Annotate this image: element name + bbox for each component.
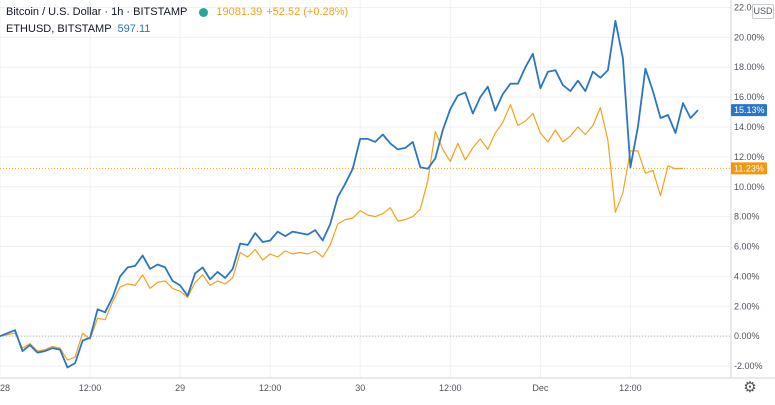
eth-series-line xyxy=(0,103,684,361)
compare-symbol-price: 597.11 xyxy=(117,23,151,35)
y-tick-label: 16.00% xyxy=(734,92,765,102)
x-tick-label: 29 xyxy=(175,383,185,393)
btc-series-line xyxy=(0,19,699,369)
grid-layer xyxy=(0,0,731,378)
eth-last-value-badge xyxy=(731,162,767,175)
last-price: 19081.39 xyxy=(216,6,263,18)
btc-last-value-badge xyxy=(731,104,767,117)
time-axis[interactable]: 28 12:00 29 12:00 30 12:00 Dec 12:00 xyxy=(0,383,642,393)
legend-main-row: Bitcoin / U.S. Dollar · 1h · BITSTAMP 19… xyxy=(6,4,348,20)
x-tick-label: 12:00 xyxy=(439,383,462,393)
price-change: +52.52 (+0.28%) xyxy=(266,6,349,18)
btc-last-value-badge-text: 15.13% xyxy=(734,105,765,115)
y-tick-label: 6.00% xyxy=(734,242,760,252)
x-tick-label: 12:00 xyxy=(79,383,102,393)
gear-icon[interactable]: ⚙ xyxy=(743,379,757,396)
y-tick-label: 2.00% xyxy=(734,301,760,311)
x-tick-label: 12:00 xyxy=(619,383,642,393)
x-tick-label: Dec xyxy=(532,383,549,393)
symbol-title[interactable]: Bitcoin / U.S. Dollar · 1h · BITSTAMP xyxy=(6,6,188,18)
price-axis[interactable]: 22.00% 20.00% 18.00% 16.00% 14.00% 12.00% 10.0… xyxy=(734,2,765,371)
legend-compare-row[interactable]: ETHUSD, BITSTAMP 597.11 xyxy=(6,21,348,37)
series-layer xyxy=(0,19,699,369)
y-tick-label: 8.00% xyxy=(734,212,760,222)
x-tick-label: 28 xyxy=(0,383,10,393)
y-tick-label: 12.00% xyxy=(734,152,765,162)
x-tick-label: 30 xyxy=(355,383,365,393)
chart-legend: Bitcoin / U.S. Dollar · 1h · BITSTAMP 19… xyxy=(6,4,348,37)
market-status-dot-icon xyxy=(199,7,209,17)
compare-symbol-name[interactable]: ETHUSD, BITSTAMP xyxy=(6,23,112,35)
y-tick-label: -2.00% xyxy=(734,361,763,371)
y-tick-label: 22.00% xyxy=(734,2,765,12)
y-tick-label: 18.00% xyxy=(734,62,765,72)
y-tick-label: 4.00% xyxy=(734,271,760,281)
last-value-badges: 15.13% 11.23% xyxy=(731,104,767,175)
x-tick-label: 12:00 xyxy=(259,383,282,393)
baseline-layer xyxy=(0,167,731,337)
y-tick-label: 0.00% xyxy=(734,331,760,341)
eth-last-value-badge-text: 11.23% xyxy=(734,163,764,173)
y-tick-label: 10.00% xyxy=(734,182,765,192)
y-tick-label: 20.00% xyxy=(734,32,765,42)
y-tick-label: 14.00% xyxy=(734,122,765,132)
currency-label[interactable]: USD xyxy=(752,4,774,19)
